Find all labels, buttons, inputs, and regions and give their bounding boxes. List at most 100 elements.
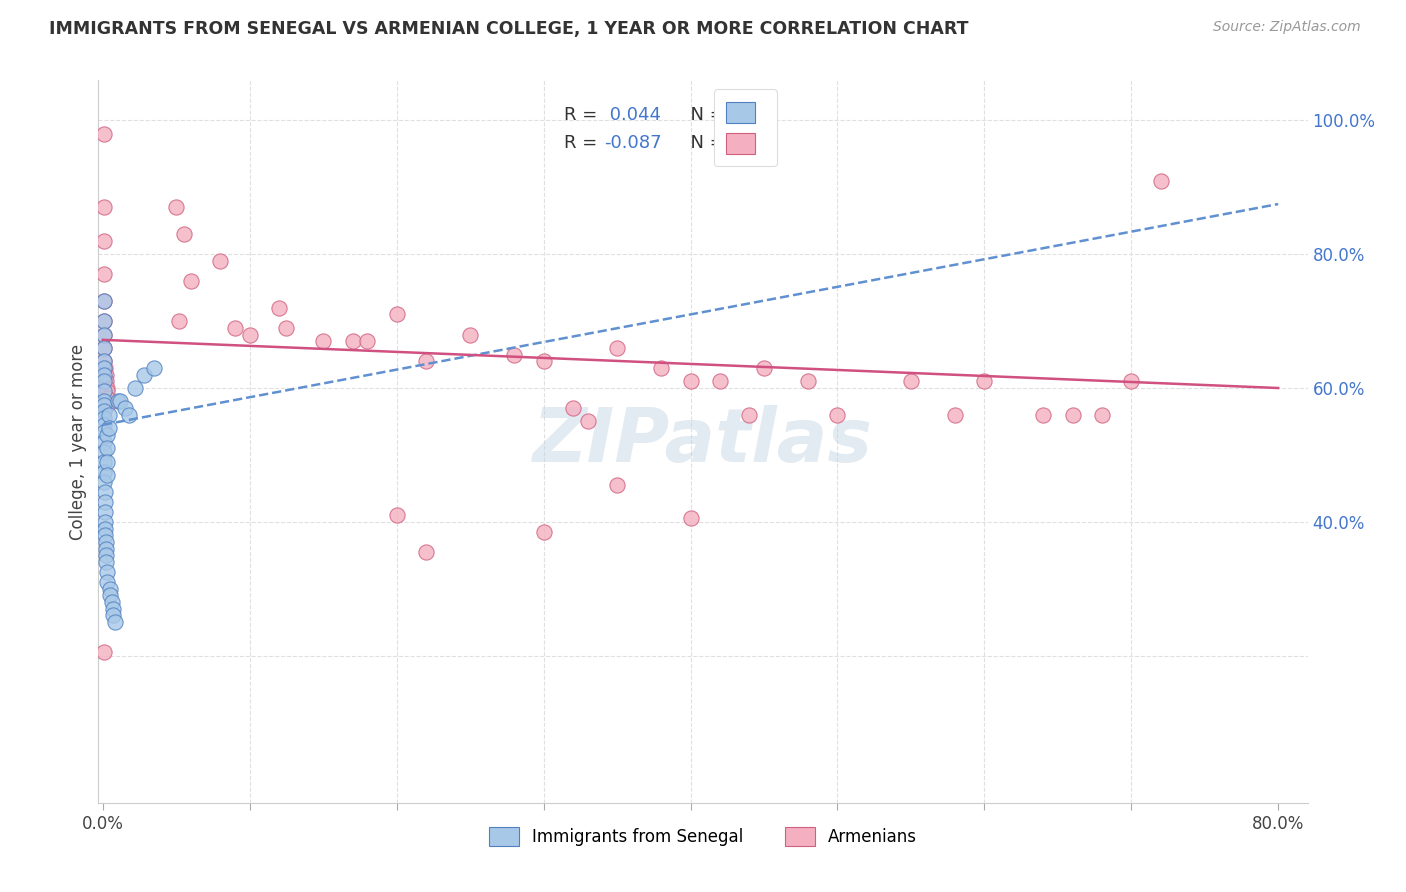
Point [738, 408, 761, 422]
Text: Source: ZipAtlas.com: Source: ZipAtlas.com [1213, 20, 1361, 34]
Point [342, 334, 364, 349]
Point [94, 494, 117, 508]
Point [165, 201, 187, 215]
Point [107, 394, 129, 409]
Point [173, 227, 195, 242]
Point [97, 408, 120, 422]
Point [533, 354, 555, 368]
Point [94, 555, 117, 569]
Point [93, 294, 115, 309]
Point [98, 589, 121, 603]
Point [709, 375, 731, 389]
Point [900, 375, 922, 389]
Point [96, 575, 118, 590]
Point [93, 354, 115, 368]
Point [239, 327, 262, 342]
Point [827, 408, 849, 422]
Point [93, 234, 115, 248]
Point [93, 361, 115, 376]
Point [224, 321, 246, 335]
Text: IMMIGRANTS FROM SENEGAL VS ARMENIAN COLLEGE, 1 YEAR OR MORE CORRELATION CHART: IMMIGRANTS FROM SENEGAL VS ARMENIAN COLL… [49, 20, 969, 37]
Point [94, 515, 117, 529]
Point [93, 411, 115, 425]
Point [415, 354, 437, 368]
Point [1121, 375, 1143, 389]
Text: 57: 57 [723, 135, 751, 153]
Point [124, 381, 146, 395]
Point [93, 127, 115, 141]
Point [93, 417, 115, 432]
Point [1150, 173, 1173, 188]
Point [93, 341, 115, 355]
Point [93, 327, 115, 342]
Point [415, 545, 437, 559]
Point [93, 434, 115, 449]
Point [533, 524, 555, 539]
Point [1062, 408, 1084, 422]
Point [94, 484, 117, 499]
Point [752, 361, 775, 376]
Text: R =: R = [564, 105, 598, 124]
Point [96, 467, 118, 482]
Text: N =: N = [679, 105, 724, 124]
Point [94, 541, 117, 556]
Point [93, 375, 115, 389]
Point [94, 528, 117, 542]
Point [93, 444, 115, 458]
Point [606, 341, 628, 355]
Point [356, 334, 378, 349]
Point [93, 394, 115, 409]
Point [96, 391, 118, 405]
Point [93, 201, 115, 215]
Point [96, 565, 118, 579]
Point [93, 314, 115, 328]
Point [93, 268, 115, 282]
Legend: Immigrants from Senegal, Armenians: Immigrants from Senegal, Armenians [475, 814, 931, 860]
Point [96, 455, 118, 469]
Point [110, 394, 132, 409]
Point [650, 361, 672, 376]
Point [94, 548, 117, 563]
Text: N =: N = [679, 135, 724, 153]
Point [93, 294, 115, 309]
Point [93, 475, 115, 489]
Text: 51: 51 [723, 105, 751, 124]
Point [943, 408, 966, 422]
Point [93, 645, 115, 659]
Point [94, 521, 117, 535]
Point [93, 384, 115, 399]
Point [93, 368, 115, 382]
Text: 0.044: 0.044 [603, 105, 661, 124]
Text: R =: R = [564, 135, 598, 153]
Point [96, 428, 118, 442]
Point [576, 414, 599, 428]
Point [101, 602, 124, 616]
Point [100, 595, 122, 609]
Point [94, 535, 117, 549]
Point [118, 408, 141, 422]
Point [503, 348, 526, 362]
Point [97, 421, 120, 435]
Text: ZIPatlas: ZIPatlas [533, 405, 873, 478]
Point [180, 274, 202, 288]
Point [93, 327, 115, 342]
Point [385, 508, 408, 523]
Point [93, 455, 115, 469]
Point [93, 341, 115, 355]
Point [679, 375, 702, 389]
Point [562, 401, 585, 416]
Point [385, 307, 408, 322]
Point [93, 404, 115, 418]
Point [312, 334, 335, 349]
Point [96, 398, 118, 412]
Point [96, 384, 118, 399]
Point [269, 301, 291, 315]
Point [93, 398, 115, 412]
Point [797, 375, 820, 389]
Point [143, 361, 166, 376]
Point [167, 314, 190, 328]
Point [458, 327, 481, 342]
Point [132, 368, 155, 382]
Point [101, 608, 124, 623]
Point [94, 368, 117, 382]
